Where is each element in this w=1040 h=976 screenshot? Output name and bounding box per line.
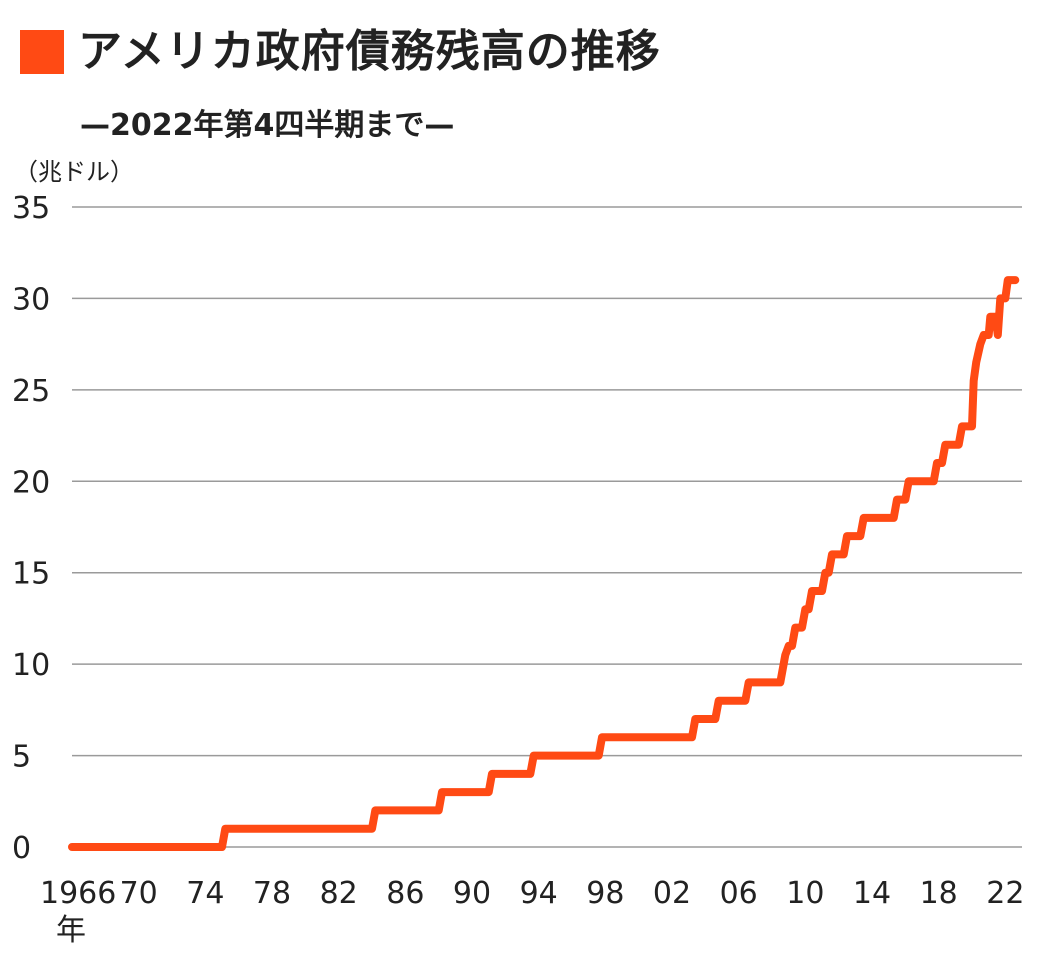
series-line-debt (68, 276, 1020, 851)
x-tick-label: 10 (786, 876, 824, 911)
y-tick-label: 30 (12, 282, 50, 317)
x-tick-label: 74 (186, 876, 224, 911)
x-tick-label: 06 (720, 876, 758, 911)
x-axis-ticks: 1966 70 74 78 82 86 90 94 98 02 06 10 14 18 22 (40, 876, 1024, 911)
chart-title-block: アメリカ政府債務残高の推移 (20, 30, 661, 74)
x-axis-label: 年 (56, 913, 86, 948)
y-tick-label: 35 (12, 191, 50, 226)
x-tick-label: 90 (453, 876, 491, 911)
x-tick-label: 98 (586, 876, 624, 911)
x-tick-label: 78 (253, 876, 291, 911)
gridlines (72, 206, 1022, 848)
title-marker-square (20, 30, 64, 74)
series-layer (68, 276, 1020, 851)
chart-title: アメリカ政府債務残高の推移 (78, 26, 661, 77)
x-tick-label: 82 (320, 876, 358, 911)
y-tick-label: 5 (12, 740, 31, 775)
x-tick-label: 94 (520, 876, 558, 911)
x-tick-label: 18 (920, 876, 958, 911)
x-tick-label: 22 (986, 876, 1024, 911)
y-axis-ticks: 0 5 10 15 20 25 30 35 (12, 191, 50, 866)
y-tick-label: 0 (12, 831, 31, 866)
y-tick-label: 15 (12, 557, 50, 592)
y-tick-label: 10 (12, 648, 50, 683)
x-tick-label: 70 (120, 876, 158, 911)
chart-subtitle: —2022年第4四半期まで— (80, 108, 455, 143)
x-tick-label: 02 (653, 876, 691, 911)
y-tick-label: 20 (12, 465, 50, 500)
x-tick-label: 14 (853, 876, 891, 911)
y-tick-label: 25 (12, 374, 50, 409)
x-tick-label: 86 (386, 876, 424, 911)
x-tick-label: 1966 (40, 876, 116, 911)
y-axis-unit-label: （兆ドル） (14, 158, 134, 186)
